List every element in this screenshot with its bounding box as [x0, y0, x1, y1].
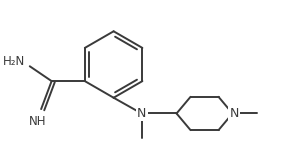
Text: N: N	[230, 107, 239, 120]
Text: NH: NH	[29, 115, 46, 128]
Text: N: N	[137, 107, 146, 120]
Text: H₂N: H₂N	[3, 55, 25, 68]
